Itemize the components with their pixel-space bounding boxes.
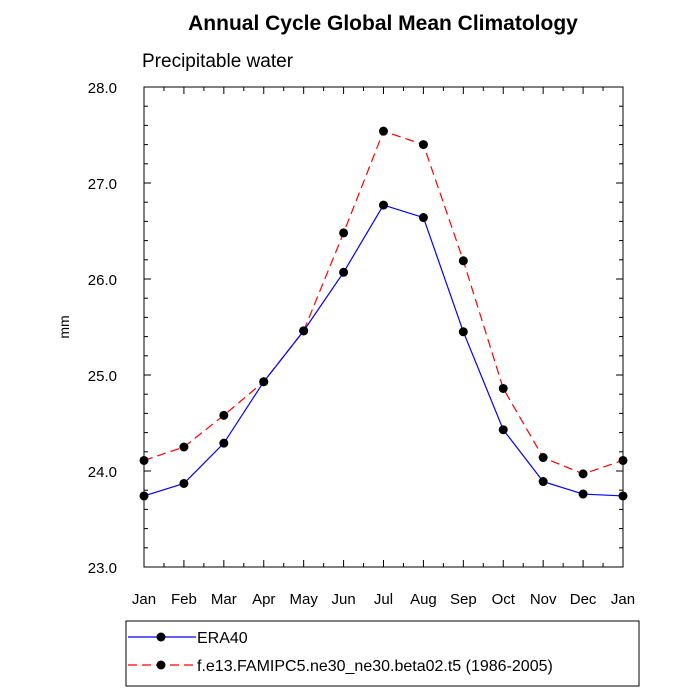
series-0-point (418, 213, 428, 223)
legend-entry-model: f.e13.FAMIPC5.ne30_ne30.beta02.t5 (1986-… (128, 658, 553, 675)
x-tick-label: Jun (331, 591, 355, 608)
x-tick-label: Oct (492, 591, 516, 608)
series-group (139, 126, 628, 501)
series-0-point (299, 326, 309, 336)
y-tick-label: 23.0 (88, 560, 117, 577)
legend-marker (156, 660, 166, 670)
legend-label: ERA40 (197, 630, 248, 647)
series-1-point (538, 453, 548, 463)
legend-marker (156, 632, 166, 642)
series-0-point (578, 489, 588, 499)
y-tick-label: 26.0 (88, 272, 117, 289)
x-tick-label: Aug (410, 591, 437, 608)
series-0-point (498, 425, 508, 435)
series-0-point (139, 491, 149, 501)
legend-label: f.e13.FAMIPC5.ne30_ne30.beta02.t5 (1986-… (197, 658, 553, 675)
y-tick-label: 25.0 (88, 368, 117, 385)
x-tick-labels: Jan Feb Mar Apr May Jun Jul Aug Sep Oct Nov Dec Jan (132, 591, 635, 608)
plot-area-frame (143, 86, 624, 568)
axis-ticks (143, 86, 624, 568)
series-line-1 (143, 130, 624, 475)
series-1-point (498, 383, 508, 393)
series-0-point (379, 200, 388, 210)
series-1-point (139, 455, 149, 465)
y-tick-labels: 23.0 24.0 25.0 26.0 27.0 28.0 (88, 80, 117, 577)
series-0-point (538, 477, 548, 487)
legend: ERA40 f.e13.FAMIPC5.ne30_ne30.beta02.t5 … (128, 630, 553, 675)
y-axis-label: mm (56, 315, 72, 338)
series-line-0 (143, 204, 624, 497)
series-1-point (219, 410, 229, 420)
series-0-point (179, 478, 189, 488)
x-tick-label: Jan (132, 591, 156, 608)
series-0-point (259, 377, 269, 387)
legend-box (125, 620, 640, 687)
series-1-point (339, 228, 349, 238)
x-tick-label: Jan (611, 591, 635, 608)
x-tick-label: Feb (171, 591, 197, 608)
y-tick-label: 28.0 (88, 80, 117, 97)
y-tick-label: 24.0 (88, 464, 117, 481)
chart-subtitle: Precipitable water (142, 51, 294, 72)
series-0-point (458, 327, 468, 337)
series-0-point (618, 491, 628, 501)
x-tick-label: Jul (374, 591, 393, 608)
series-1-point (458, 256, 468, 266)
series-1-point (618, 455, 628, 465)
y-tick-label: 27.0 (88, 176, 117, 193)
series-1-point (578, 469, 588, 479)
series-1-point (418, 140, 428, 150)
legend-entry-era40: ERA40 (128, 630, 248, 647)
x-tick-label: Dec (570, 591, 597, 608)
chart-title: Annual Cycle Global Mean Climatology (188, 12, 578, 35)
x-tick-label: Sep (450, 591, 477, 608)
series-1-point (379, 126, 388, 136)
series-0-point (339, 267, 349, 277)
series-1-point (179, 442, 189, 452)
x-tick-label: Apr (252, 591, 275, 608)
x-tick-label: Mar (211, 591, 237, 608)
series-0-point (219, 438, 229, 448)
x-tick-label: May (289, 591, 318, 608)
x-tick-label: Nov (530, 591, 557, 608)
